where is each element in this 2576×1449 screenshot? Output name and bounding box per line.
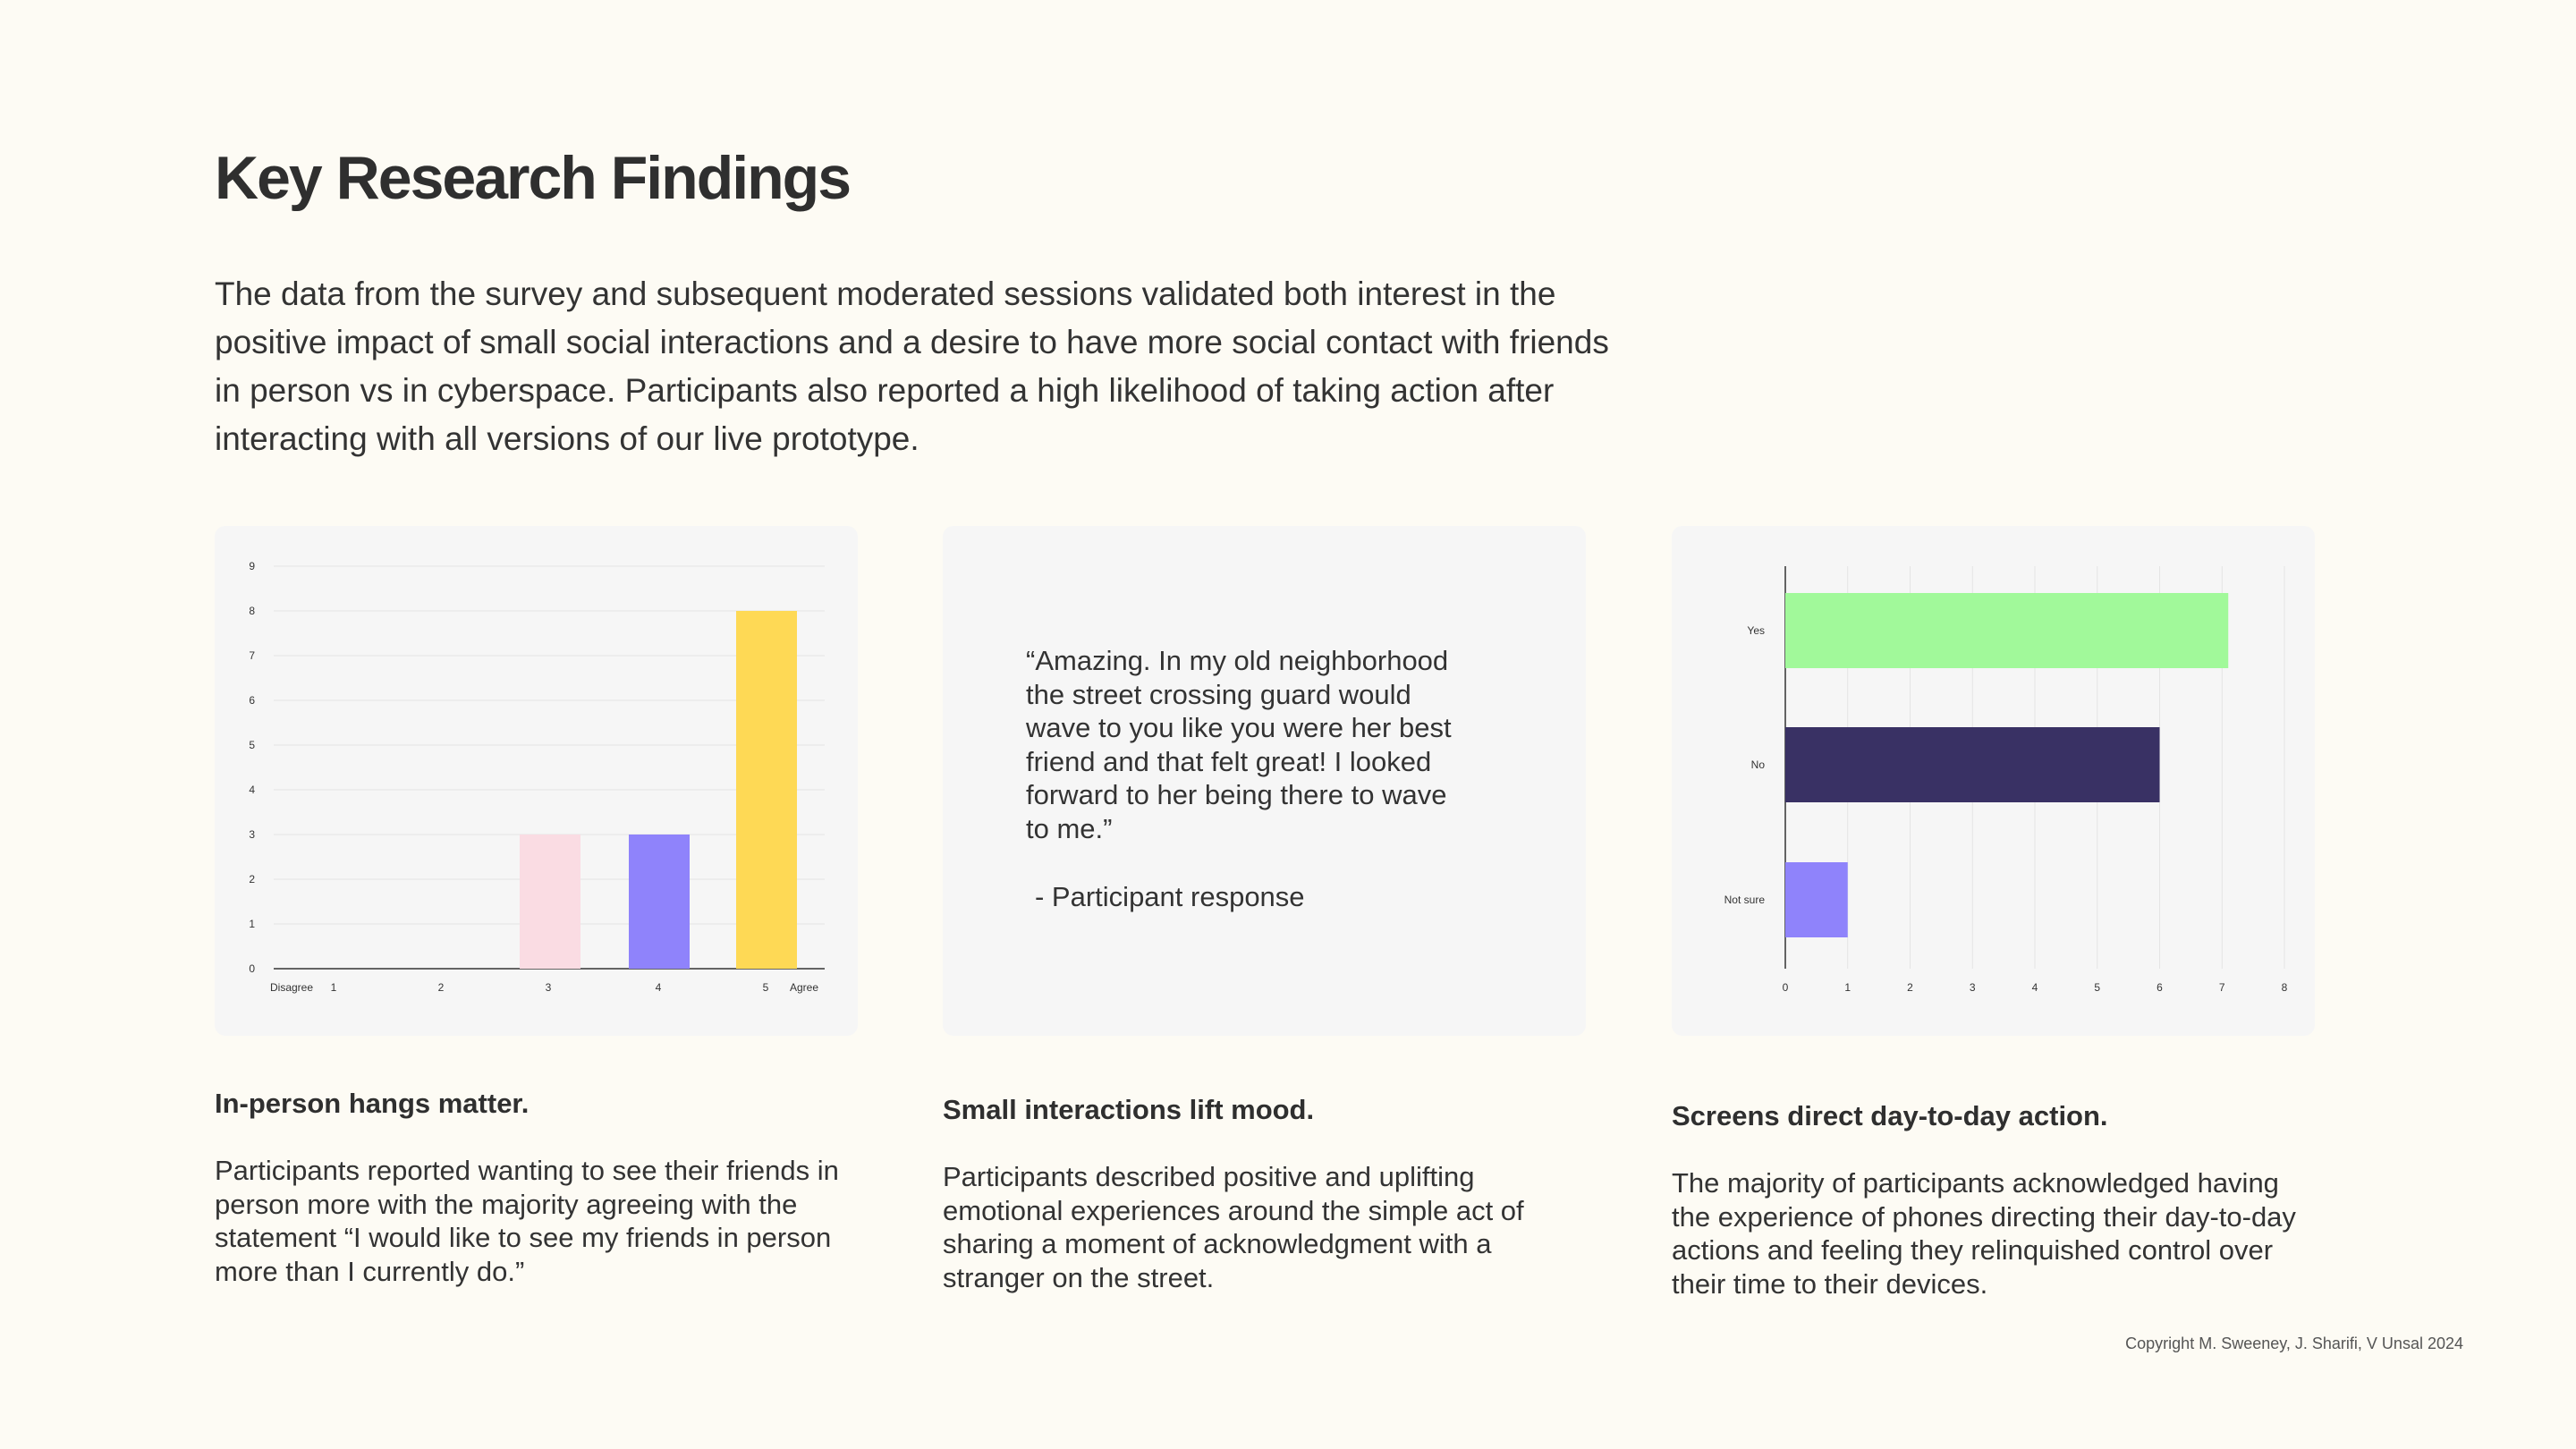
x-tick-label: 7 <box>2219 981 2225 994</box>
scale-label-low: Disagree <box>270 981 313 994</box>
y-tick-label: No <box>1751 758 1766 771</box>
y-tick-label: 6 <box>249 694 255 707</box>
x-tick-label: 2 <box>438 981 445 994</box>
x-tick-label: 3 <box>1970 981 1976 994</box>
x-tick-label: 6 <box>2157 981 2163 994</box>
x-tick-label: 8 <box>2282 981 2288 994</box>
x-tick-label: 1 <box>1844 981 1851 994</box>
bar <box>1785 862 1848 937</box>
y-tick-label: 7 <box>249 649 255 662</box>
quote-card: “Amazing. In my old neighborhood the str… <box>943 526 1586 1036</box>
x-tick-label: 3 <box>546 981 552 994</box>
x-tick-label: 4 <box>656 981 662 994</box>
bar <box>736 611 797 969</box>
x-tick-label: 5 <box>2094 981 2100 994</box>
response-bar-chart: 0 1 2 3 4 5 6 7 8 Yes No Not sure <box>1724 566 2288 994</box>
finding-heading-in-person: In-person hangs matter. <box>215 1088 530 1119</box>
y-tick-label: 1 <box>249 918 255 930</box>
intro-paragraph: The data from the survey and subsequent … <box>215 275 1609 457</box>
quote-attribution: - Participant response <box>1035 881 1305 912</box>
x-tick-label: 5 <box>763 981 769 994</box>
copyright-notice: Copyright M. Sweeney, J. Sharifi, V Unsa… <box>2125 1335 2463 1352</box>
y-tick-label: 2 <box>249 873 255 886</box>
bar <box>1785 593 2229 668</box>
bar <box>520 835 580 969</box>
x-tick-label: 4 <box>2032 981 2038 994</box>
likert-chart-card: 0 1 2 3 4 5 6 7 8 9 1 2 3 4 5 Disagree Agree <box>215 526 858 1036</box>
scale-label-high: Agree <box>790 981 818 994</box>
y-tick-label: 0 <box>249 962 255 975</box>
bar <box>629 835 690 969</box>
y-tick-label: 4 <box>249 784 255 796</box>
response-chart-card: 0 1 2 3 4 5 6 7 8 Yes No Not sure <box>1672 526 2315 1036</box>
y-tick-label: 5 <box>249 739 255 751</box>
y-tick-label: 3 <box>249 828 255 841</box>
participant-quote: “Amazing. In my old neighborhood the str… <box>1026 645 1452 844</box>
finding-body-screens: The majority of participants acknowledge… <box>1672 1167 2296 1300</box>
finding-heading-screens: Screens direct day-to-day action. <box>1672 1100 2108 1131</box>
bar <box>1785 727 2160 802</box>
y-tick-label: Yes <box>1747 624 1765 637</box>
y-tick-label: Not sure <box>1724 894 1766 906</box>
y-tick-label: 8 <box>249 605 255 617</box>
likert-bar-chart: 0 1 2 3 4 5 6 7 8 9 1 2 3 4 5 Disagree Agree <box>249 560 825 994</box>
y-tick-label: 9 <box>249 560 255 572</box>
finding-body-in-person: Participants reported wanting to see the… <box>215 1155 839 1287</box>
x-tick-label: 0 <box>1783 981 1789 994</box>
finding-body-mood: Participants described positive and upli… <box>943 1161 1524 1293</box>
finding-heading-mood: Small interactions lift mood. <box>943 1094 1315 1125</box>
x-tick-label: 1 <box>331 981 337 994</box>
page-title: Key Research Findings <box>215 144 852 212</box>
x-tick-label: 2 <box>1907 981 1913 994</box>
